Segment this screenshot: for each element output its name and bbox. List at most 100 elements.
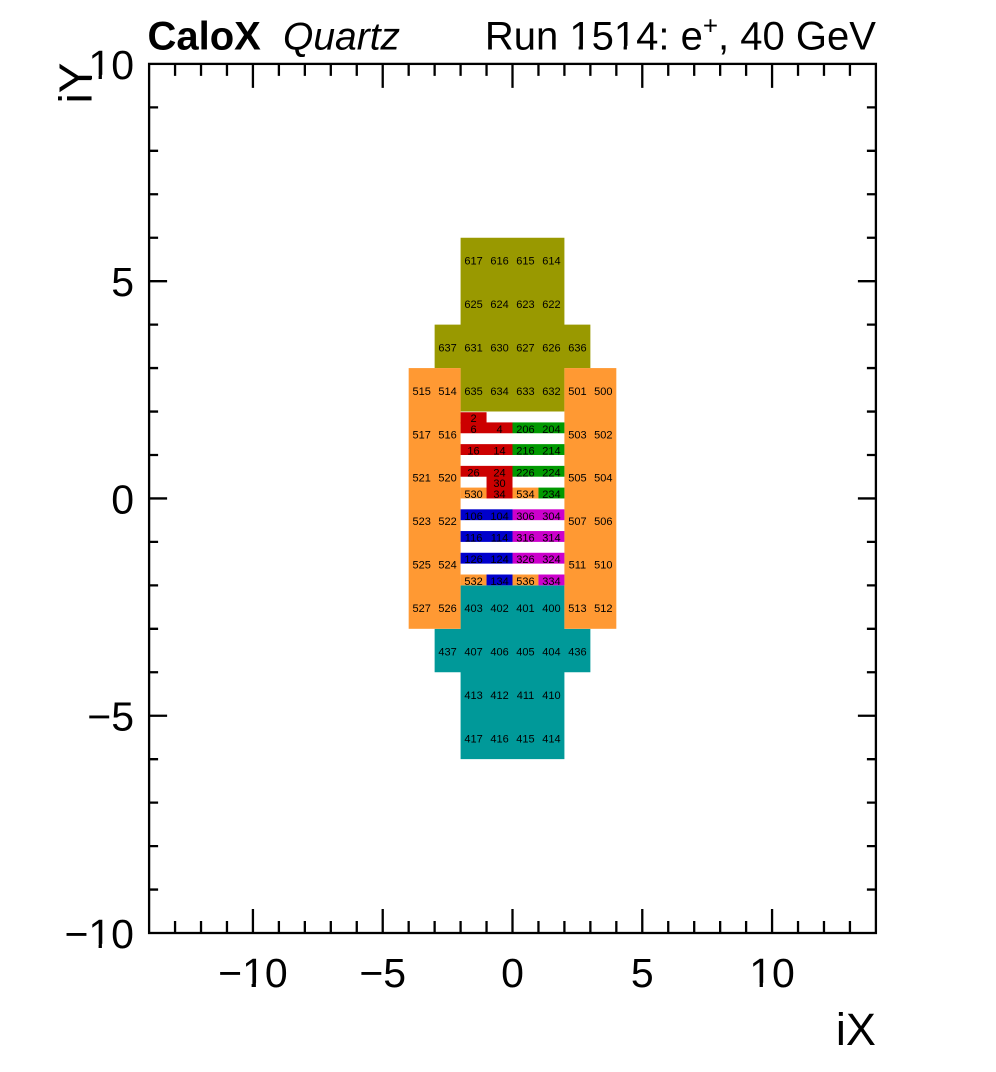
svg-text:513: 513 (568, 603, 586, 615)
svg-text:413: 413 (464, 690, 482, 702)
svg-text:16: 16 (467, 446, 479, 458)
svg-text:630: 630 (490, 342, 508, 354)
svg-text:520: 520 (438, 473, 456, 485)
svg-text:106: 106 (464, 511, 482, 523)
svg-text:30: 30 (493, 478, 505, 490)
svg-text:−5: −5 (87, 694, 134, 740)
svg-text:405: 405 (516, 647, 534, 659)
svg-text:206: 206 (516, 424, 534, 436)
svg-text:406: 406 (490, 647, 508, 659)
svg-text:633: 633 (516, 386, 534, 398)
svg-text:631: 631 (464, 342, 482, 354)
svg-text:627: 627 (516, 342, 534, 354)
svg-text:624: 624 (490, 299, 508, 311)
svg-text:614: 614 (542, 255, 560, 267)
svg-text:412: 412 (490, 690, 508, 702)
svg-text:436: 436 (568, 647, 586, 659)
svg-text:−10: −10 (64, 911, 134, 957)
svg-text:5: 5 (631, 950, 654, 996)
svg-text:506: 506 (594, 516, 612, 528)
svg-text:10: 10 (88, 42, 134, 88)
svg-text:521: 521 (412, 473, 430, 485)
svg-text:511: 511 (569, 560, 587, 572)
svg-text:505: 505 (568, 473, 586, 485)
svg-text:234: 234 (542, 489, 560, 501)
svg-text:626: 626 (542, 342, 560, 354)
svg-text:Run 1514: e+, 40 GeV: Run 1514: e+, 40 GeV (485, 11, 876, 59)
svg-text:637: 637 (438, 342, 456, 354)
svg-text:526: 526 (438, 603, 456, 615)
svg-text:635: 635 (464, 386, 482, 398)
svg-text:iX: iX (836, 1004, 876, 1055)
svg-text:34: 34 (493, 489, 505, 501)
svg-text:6: 6 (470, 424, 476, 436)
svg-text:437: 437 (438, 647, 456, 659)
svg-text:204: 204 (542, 424, 560, 436)
svg-text:26: 26 (467, 467, 479, 479)
svg-text:402: 402 (490, 603, 508, 615)
svg-text:615: 615 (516, 255, 534, 267)
svg-text:304: 304 (542, 511, 560, 523)
svg-text:306: 306 (516, 511, 534, 523)
svg-text:400: 400 (542, 603, 560, 615)
svg-text:410: 410 (542, 690, 560, 702)
svg-text:515: 515 (412, 386, 430, 398)
svg-text:414: 414 (542, 733, 560, 745)
svg-text:524: 524 (438, 560, 456, 572)
svg-text:622: 622 (542, 299, 560, 311)
svg-text:532: 532 (464, 576, 482, 588)
svg-text:401: 401 (516, 603, 534, 615)
svg-text:416: 416 (490, 733, 508, 745)
svg-text:625: 625 (464, 299, 482, 311)
svg-text:634: 634 (490, 386, 508, 398)
svg-text:514: 514 (438, 386, 456, 398)
svg-text:502: 502 (594, 429, 612, 441)
svg-text:527: 527 (412, 603, 430, 615)
svg-text:522: 522 (438, 516, 456, 528)
svg-text:226: 226 (516, 467, 534, 479)
svg-text:iY: iY (50, 63, 102, 104)
svg-text:507: 507 (568, 516, 586, 528)
svg-text:517: 517 (412, 429, 430, 441)
svg-text:24: 24 (493, 467, 505, 479)
svg-text:501: 501 (568, 386, 586, 398)
svg-text:216: 216 (516, 446, 534, 458)
svg-text:632: 632 (542, 386, 560, 398)
svg-text:−5: −5 (359, 950, 406, 996)
svg-text:407: 407 (464, 647, 482, 659)
svg-text:214: 214 (542, 446, 560, 458)
svg-text:510: 510 (594, 560, 612, 572)
svg-text:10: 10 (749, 950, 795, 996)
svg-text:126: 126 (464, 554, 482, 566)
svg-text:124: 124 (490, 554, 508, 566)
svg-text:504: 504 (594, 473, 612, 485)
svg-text:503: 503 (568, 429, 586, 441)
svg-text:324: 324 (542, 554, 560, 566)
svg-text:536: 536 (516, 576, 534, 588)
svg-text:415: 415 (516, 733, 534, 745)
svg-text:14: 14 (493, 446, 505, 458)
svg-text:0: 0 (501, 950, 524, 996)
svg-text:530: 530 (464, 489, 482, 501)
svg-text:617: 617 (464, 255, 482, 267)
svg-text:523: 523 (412, 516, 430, 528)
svg-text:Quartz: Quartz (283, 16, 400, 59)
svg-text:500: 500 (594, 386, 612, 398)
svg-text:534: 534 (516, 489, 534, 501)
svg-text:CaloX: CaloX (148, 15, 262, 59)
svg-text:104: 104 (490, 511, 508, 523)
svg-text:134: 134 (490, 576, 508, 588)
svg-text:224: 224 (542, 467, 560, 479)
svg-text:314: 314 (542, 532, 560, 544)
svg-text:616: 616 (490, 255, 508, 267)
svg-text:623: 623 (516, 299, 534, 311)
svg-text:334: 334 (542, 576, 560, 588)
svg-text:0: 0 (111, 476, 134, 522)
svg-text:525: 525 (412, 560, 430, 572)
svg-text:5: 5 (111, 259, 134, 305)
svg-text:2: 2 (470, 413, 476, 425)
svg-text:114: 114 (491, 532, 509, 544)
svg-text:116: 116 (465, 532, 483, 544)
svg-text:636: 636 (568, 342, 586, 354)
svg-text:−10: −10 (218, 950, 288, 996)
